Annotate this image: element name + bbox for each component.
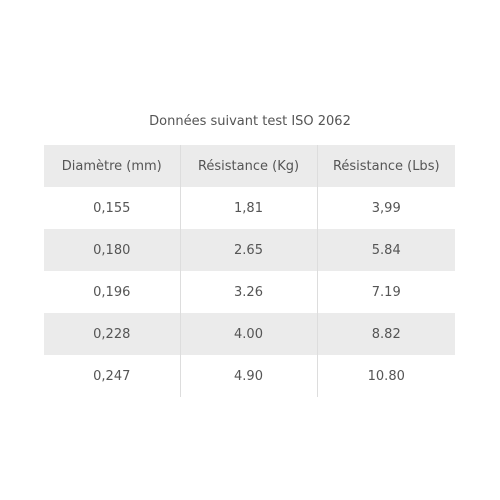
table-cell: 0,155 [93, 200, 131, 216]
table-cell: 0,228 [93, 326, 131, 342]
table-cell: 4.00 [179, 313, 317, 355]
table-cell: 2.65 [179, 229, 317, 271]
table-cell: 0,247 [93, 368, 131, 384]
table-cell: 0,180 [93, 242, 131, 258]
table-cell: 8.82 [316, 313, 455, 355]
table-row: 0,180 2.65 5.84 [44, 229, 455, 271]
table-row: 0,247 4.90 10.80 [44, 355, 455, 397]
table-cell: 5.84 [316, 229, 455, 271]
data-table: Diamètre (mm) Résistance (Kg) Résistance (… [44, 145, 455, 397]
table-row: 0,155 1,81 3,99 [44, 187, 455, 229]
table-cell: 1,81 [179, 187, 317, 229]
table-row: 0,228 4.00 8.82 [44, 313, 455, 355]
table-cell: 3,99 [316, 187, 455, 229]
table-row: 0,196 3.26 7.19 [44, 271, 455, 313]
table-cell: 10.80 [316, 355, 455, 397]
header-cell: Résistance (Kg) [179, 145, 317, 187]
table-cell: 4.90 [179, 355, 317, 397]
table-cell: 0,196 [93, 284, 131, 300]
header-row: Diamètre (mm) Résistance (Kg) Résistance (… [44, 145, 455, 187]
header-cell: Résistance (Lbs) [316, 145, 455, 187]
table-caption: Données suivant test ISO 2062 [149, 114, 351, 129]
table-cell: 3.26 [179, 271, 317, 313]
header-cell: Diamètre (mm) [44, 145, 180, 187]
table-cell: 7.19 [316, 271, 455, 313]
